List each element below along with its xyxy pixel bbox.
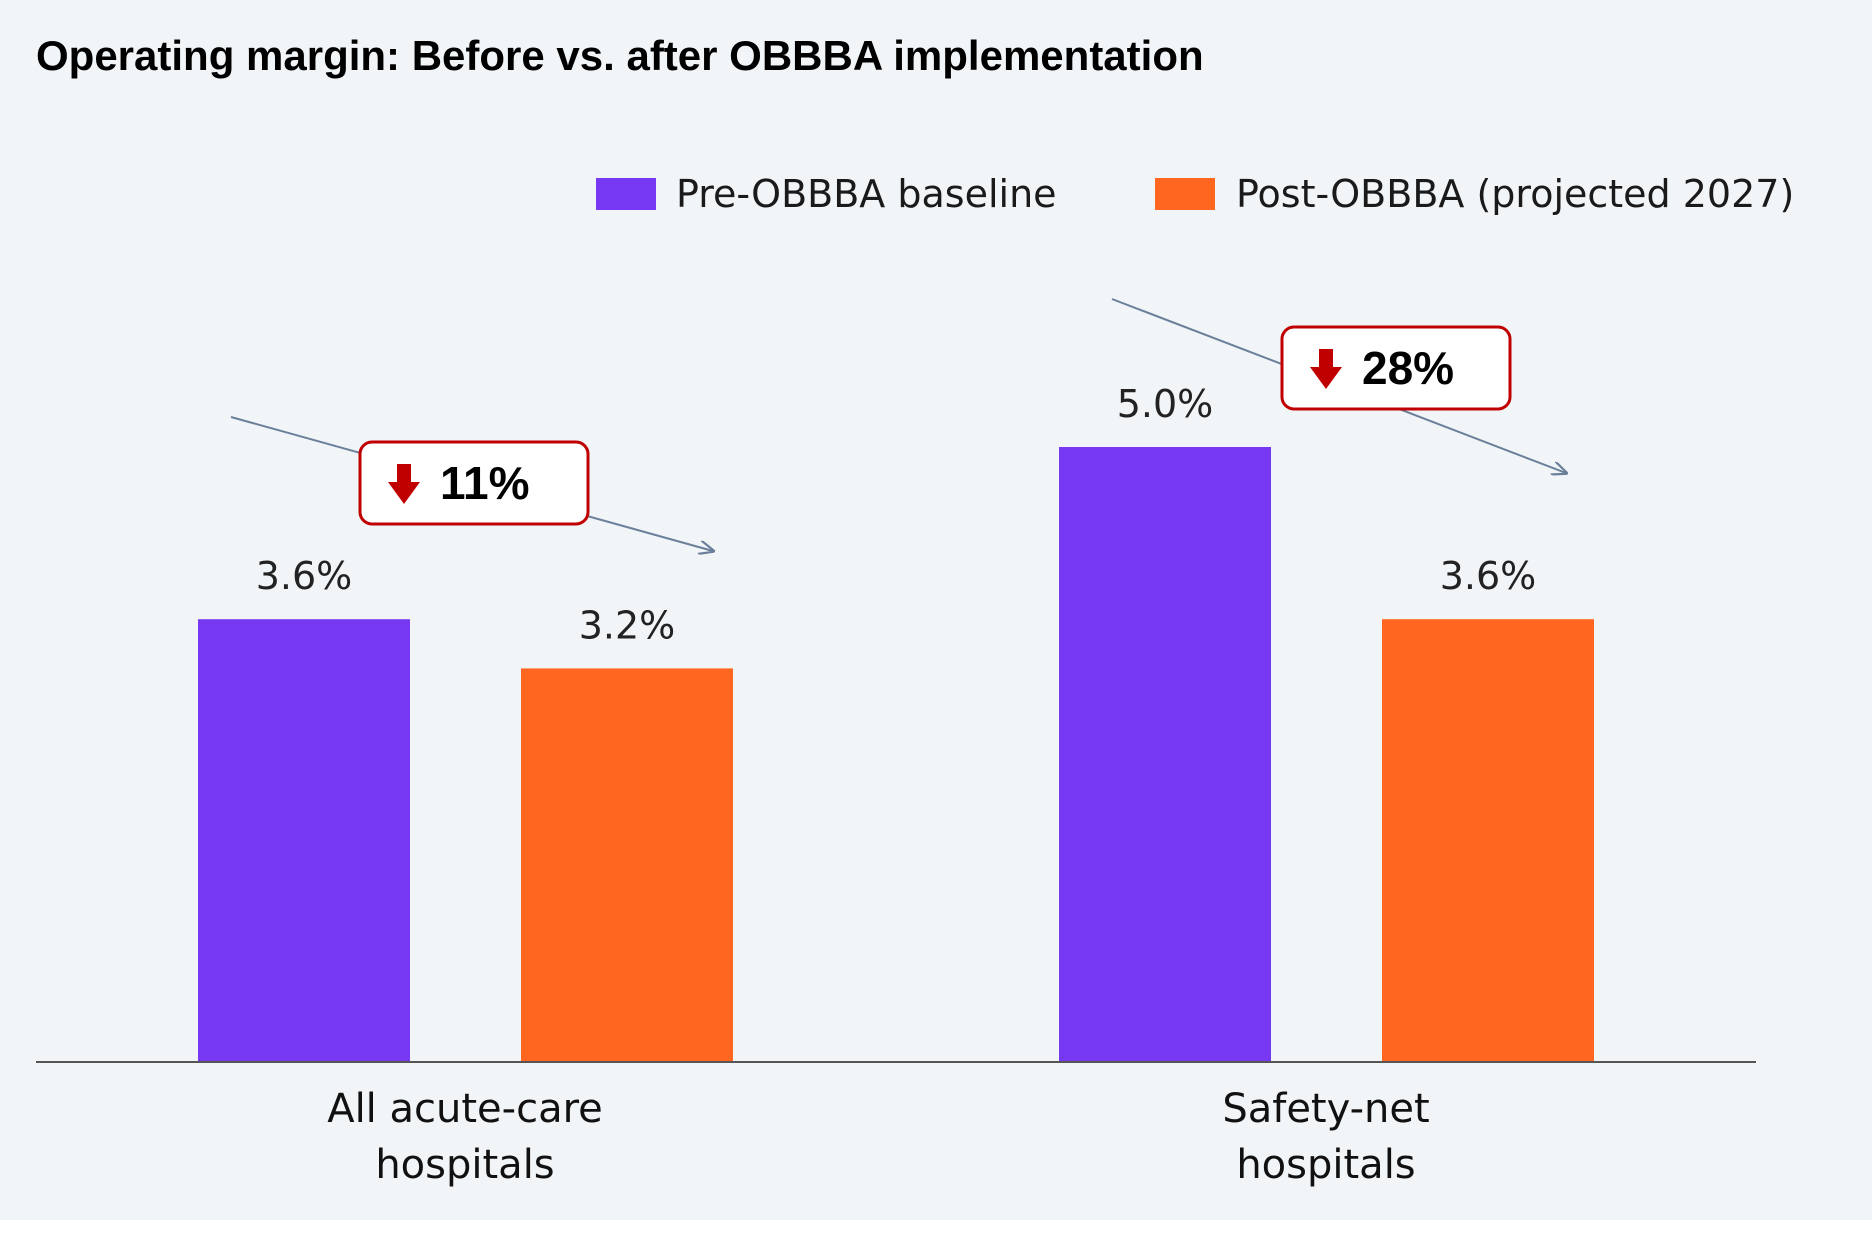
legend-swatch-2 xyxy=(1155,178,1215,210)
change-badge-1: 11% xyxy=(358,440,590,526)
down-arrow-icon xyxy=(388,464,420,504)
legend: Pre-OBBBA baseline Post-OBBBA (projected … xyxy=(596,172,1794,216)
value-label-post-1: 3.2% xyxy=(579,603,676,647)
value-label-pre-1: 3.6% xyxy=(256,554,353,598)
legend-label-2: Post-OBBBA (projected 2027) xyxy=(1236,172,1794,216)
bars xyxy=(198,447,1594,1062)
badge-box xyxy=(1280,325,1512,411)
legend-label-1: Pre-OBBBA baseline xyxy=(676,172,1057,216)
down-arrow-icon xyxy=(1310,349,1342,389)
badge-percent-text: 11% xyxy=(440,457,530,509)
value-label-post-2: 3.6% xyxy=(1440,554,1537,598)
badge-box xyxy=(358,440,590,526)
bar-post-1 xyxy=(521,668,733,1062)
value-labels: 3.6% 3.2% 5.0% 3.6% xyxy=(256,382,1537,647)
bar-pre-2 xyxy=(1059,447,1271,1062)
category-labels: All acute-care hospitals Safety-net hospita… xyxy=(327,1086,1429,1188)
badge-percent-text: 28% xyxy=(1362,342,1454,394)
chart-title: Operating margin: Before vs. after OBBBA… xyxy=(36,32,1204,79)
legend-swatch-1 xyxy=(596,178,656,210)
category-label-2: Safety-net hospitals xyxy=(1222,1086,1429,1188)
category-label-1: All acute-care hospitals xyxy=(327,1086,603,1188)
bar-pre-1 xyxy=(198,619,410,1062)
bar-post-2 xyxy=(1382,619,1594,1062)
change-badges: 11% 28% xyxy=(358,325,1512,526)
change-badge-2: 28% xyxy=(1280,325,1512,411)
value-label-pre-2: 5.0% xyxy=(1117,382,1214,426)
